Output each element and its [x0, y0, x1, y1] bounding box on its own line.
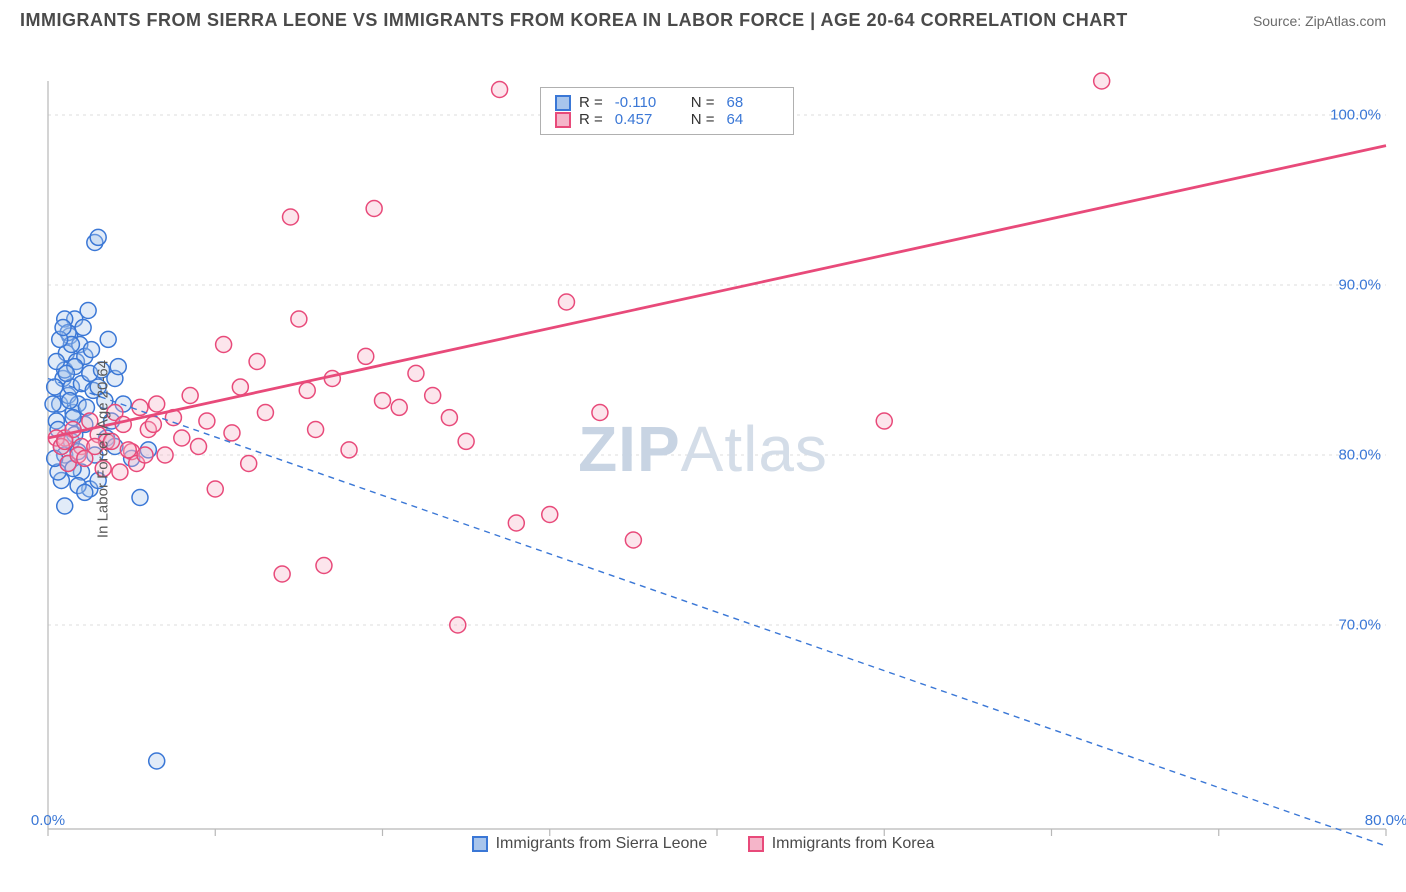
source-attribution: Source: ZipAtlas.com — [1253, 13, 1386, 29]
legend-correlation-row-1: R = -0.110 N = 68 — [555, 94, 779, 111]
y-tick-label: 80.0% — [1338, 447, 1381, 464]
chart-area: ZIPAtlas In Labor Force | Age 20-64 R = … — [0, 39, 1406, 859]
legend-series: Immigrants from Sierra Leone Immigrants … — [0, 835, 1406, 857]
legend-swatch-korea — [555, 112, 571, 128]
r-label: R = — [579, 111, 603, 128]
r-value-korea: 0.457 — [615, 111, 667, 128]
x-tick-label: 0.0% — [31, 812, 65, 829]
chart-title: IMMIGRANTS FROM SIERRA LEONE VS IMMIGRAN… — [20, 10, 1128, 31]
y-axis-label: In Labor Force | Age 20-64 — [95, 360, 112, 538]
n-value-sierra-leone: 68 — [727, 94, 779, 111]
scatter-chart-svg — [0, 39, 1406, 859]
y-tick-label: 90.0% — [1338, 277, 1381, 294]
x-tick-label: 80.0% — [1365, 812, 1406, 829]
legend-label-sierra-leone: Immigrants from Sierra Leone — [496, 835, 708, 853]
legend-correlation: R = -0.110 N = 68 R = 0.457 N = 64 — [540, 87, 794, 135]
n-label: N = — [691, 111, 715, 128]
legend-swatch-sierra-leone-icon — [472, 836, 488, 852]
legend-item-sierra-leone: Immigrants from Sierra Leone — [472, 835, 708, 853]
n-value-korea: 64 — [727, 111, 779, 128]
legend-swatch-korea-icon — [748, 836, 764, 852]
y-tick-label: 70.0% — [1338, 617, 1381, 634]
legend-swatch-sierra-leone — [555, 95, 571, 111]
r-value-sierra-leone: -0.110 — [615, 94, 667, 111]
legend-item-korea: Immigrants from Korea — [748, 835, 935, 853]
legend-correlation-row-2: R = 0.457 N = 64 — [555, 111, 779, 128]
y-tick-label: 100.0% — [1330, 107, 1381, 124]
header: IMMIGRANTS FROM SIERRA LEONE VS IMMIGRAN… — [0, 0, 1406, 39]
n-label: N = — [691, 94, 715, 111]
r-label: R = — [579, 94, 603, 111]
legend-label-korea: Immigrants from Korea — [772, 835, 935, 853]
